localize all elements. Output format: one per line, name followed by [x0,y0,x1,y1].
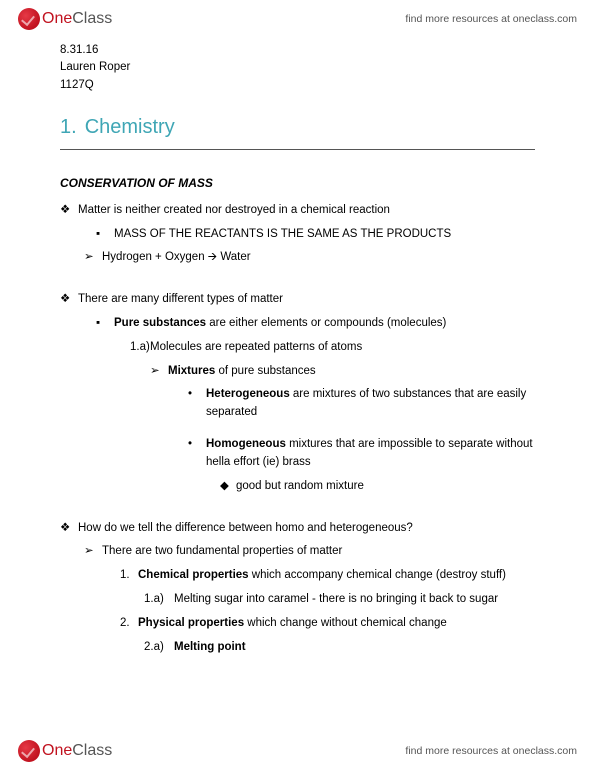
bold-term: Heterogeneous [206,388,290,400]
list-item: ➢ Mixtures of pure substances [60,363,535,381]
list-text: Molecules are repeated patterns of atoms [150,341,362,353]
section-heading: CONSERVATION OF MASS [60,176,535,190]
dot-bullet-icon: • [188,436,192,454]
list-item: 1. Chemical properties which accompany c… [60,567,535,585]
meta-course: 1127Q [60,77,535,94]
logo-class: Class [72,742,112,759]
meta-author: Lauren Roper [60,59,535,76]
square-bullet-icon: ▪ [96,226,100,244]
footer-bar: OneClass find more resources at oneclass… [0,732,595,770]
logo-one: One [42,742,72,759]
list-text: Melting point [174,641,246,653]
dot-bullet-icon: • [188,386,192,404]
list-item: 1.a) Melting sugar into caramel - there … [60,591,535,609]
list-item: ❖ How do we tell the difference between … [60,520,535,538]
logo-one: One [42,10,72,27]
list-text: MASS OF THE REACTANTS IS THE SAME AS THE… [114,228,451,240]
list-item: ▪ MASS OF THE REACTANTS IS THE SAME AS T… [60,226,535,244]
ordered-marker: 2.a) [144,639,164,657]
list-item: 1.a) Molecules are repeated patterns of … [60,339,535,357]
notes-content: ❖ Matter is neither created nor destroye… [60,202,535,657]
list-item: ▪ Pure substances are either elements or… [60,315,535,333]
title-number: 1. [60,116,77,139]
list-text: Matter is neither created nor destroyed … [78,204,390,216]
list-text: Homogeneous mixtures that are impossible… [206,438,533,468]
small-diamond-bullet-icon: ◆ [220,478,229,496]
logo-icon [18,740,40,762]
list-item: ❖ Matter is neither created nor destroye… [60,202,535,220]
bold-term: Chemical properties [138,569,249,581]
list-text: Physical properties which change without… [138,617,447,629]
list-text: Chemical properties which accompany chem… [138,569,506,581]
title-row: 1. Chemistry [60,116,535,139]
list-item: ❖ There are many different types of matt… [60,291,535,309]
ordered-marker: 2. [120,615,130,633]
logo-icon [18,8,40,30]
document-body: 8.31.16 Lauren Roper 1127Q 1. Chemistry … [0,42,595,662]
bold-term: Pure substances [114,317,206,329]
list-text: Pure substances are either elements or c… [114,317,446,329]
bold-term: Homogeneous [206,438,286,450]
diamond-bullet-icon: ❖ [60,520,70,538]
list-text: Mixtures of pure substances [168,365,316,377]
list-item: • Homogeneous mixtures that are impossib… [60,436,535,472]
list-text: There are many different types of matter [78,293,283,305]
bold-term: Melting point [174,641,246,653]
list-text: Hydrogen + Oxygen 🡪 Water [102,251,251,263]
footer-tagline-link[interactable]: find more resources at oneclass.com [405,745,577,757]
list-item: • Heterogeneous are mixtures of two subs… [60,386,535,422]
list-item: ➢ Hydrogen + Oxygen 🡪 Water [60,249,535,267]
bold-term: Mixtures [168,365,215,377]
footer-logo[interactable]: OneClass [18,740,112,762]
meta-date: 8.31.16 [60,42,535,59]
arrow-bullet-icon: ➢ [84,249,94,267]
list-text: There are two fundamental properties of … [102,545,342,557]
ordered-marker: 1. [120,567,130,585]
list-text: Melting sugar into caramel - there is no… [174,593,498,605]
arrow-bullet-icon: ➢ [150,363,160,381]
logo-class: Class [72,10,112,27]
list-text: good but random mixture [236,480,364,492]
header-bar: OneClass find more resources at oneclass… [0,0,595,38]
title-text: Chemistry [85,116,175,139]
logo-text: OneClass [42,10,112,28]
title-divider [60,149,535,150]
logo-text: OneClass [42,742,112,760]
meta-block: 8.31.16 Lauren Roper 1127Q [60,42,535,94]
header-tagline-link[interactable]: find more resources at oneclass.com [405,13,577,25]
list-text: Heterogeneous are mixtures of two substa… [206,388,526,418]
diamond-bullet-icon: ❖ [60,291,70,309]
list-item: 2.a) Melting point [60,639,535,657]
list-item: ◆ good but random mixture [60,478,535,496]
list-text: How do we tell the difference between ho… [78,522,413,534]
ordered-marker: 1.a) [130,339,150,357]
bold-term: Physical properties [138,617,244,629]
arrow-bullet-icon: ➢ [84,543,94,561]
square-bullet-icon: ▪ [96,315,100,333]
diamond-bullet-icon: ❖ [60,202,70,220]
list-item: 2. Physical properties which change with… [60,615,535,633]
list-item: ➢ There are two fundamental properties o… [60,543,535,561]
ordered-marker: 1.a) [144,591,164,609]
logo[interactable]: OneClass [18,8,112,30]
